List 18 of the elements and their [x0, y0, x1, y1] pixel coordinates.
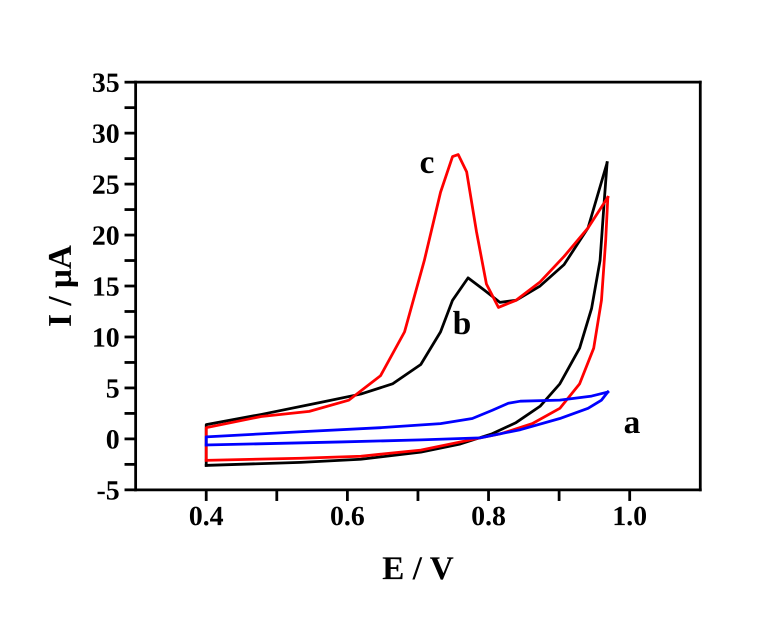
x-tick-label: 0.4 — [190, 506, 224, 526]
x-tick-label: 0.6 — [331, 506, 364, 526]
y-tick-label: 10 — [94, 328, 119, 347]
annotation: c — [420, 157, 434, 174]
y-axis-title: I / μA — [48, 245, 78, 326]
y-tick-label: -5 — [98, 481, 119, 500]
y-tick-label: 30 — [92, 124, 119, 144]
x-axis-title: E / V — [382, 557, 454, 580]
y-tick-label: 25 — [93, 175, 119, 194]
y-tick-label: 5 — [106, 379, 119, 398]
x-tick-label: 0.8 — [472, 506, 505, 526]
y-tick-label: 0 — [106, 430, 119, 449]
y-tick-label: 20 — [93, 226, 119, 245]
y-tick-label: 15 — [94, 277, 119, 296]
annotation: a — [624, 417, 640, 434]
y-tick-label: 35 — [92, 73, 119, 92]
x-tick-label: 1.0 — [614, 506, 646, 526]
annotation: b — [453, 310, 470, 334]
